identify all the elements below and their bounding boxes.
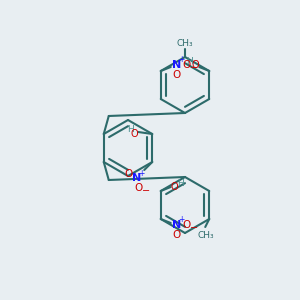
Text: +: +	[138, 169, 144, 178]
Text: H: H	[177, 178, 184, 188]
Text: N: N	[132, 173, 141, 183]
Text: O: O	[172, 230, 181, 240]
Text: CH₃: CH₃	[177, 38, 193, 47]
Text: −: −	[190, 223, 198, 233]
Text: −: −	[190, 63, 198, 73]
Text: O: O	[134, 183, 142, 193]
Text: O: O	[183, 60, 191, 70]
Text: O: O	[191, 60, 199, 70]
Text: N: N	[172, 220, 182, 230]
Text: O: O	[171, 182, 178, 192]
Text: O: O	[183, 220, 191, 230]
Text: H: H	[127, 125, 134, 134]
Text: −: −	[142, 186, 150, 196]
Text: O: O	[172, 70, 181, 80]
Text: N: N	[172, 60, 182, 70]
Text: CH₃: CH₃	[198, 230, 214, 239]
Text: O: O	[130, 129, 138, 139]
Text: +: +	[178, 56, 185, 64]
Text: H: H	[186, 56, 193, 65]
Text: +: +	[178, 215, 185, 224]
Text: O: O	[124, 169, 132, 179]
